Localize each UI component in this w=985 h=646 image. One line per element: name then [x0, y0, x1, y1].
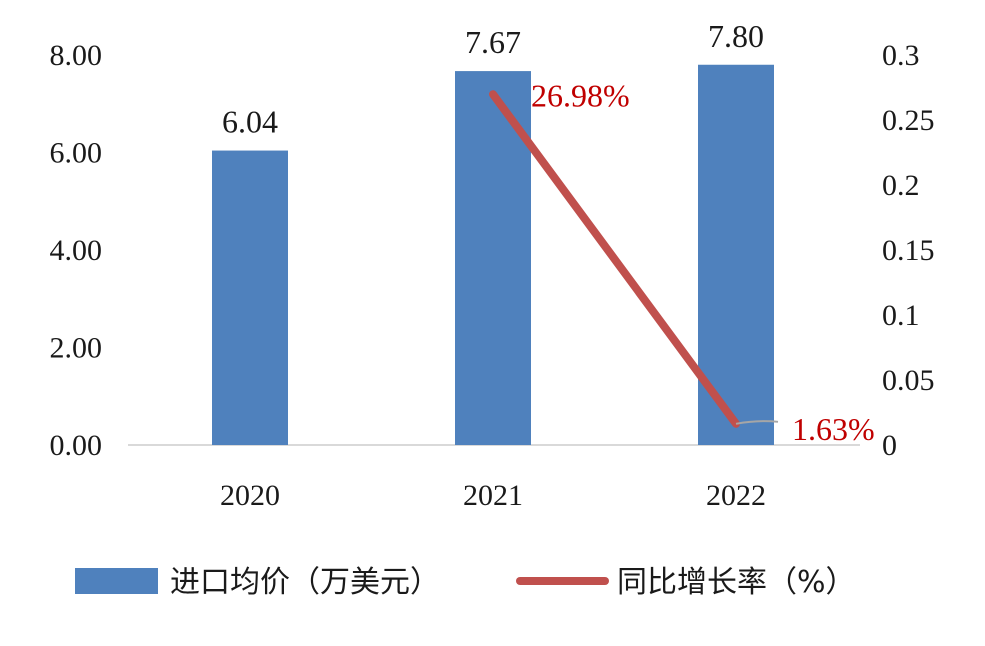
legend: 进口均价（万美元） 同比增长率（%） [75, 565, 856, 600]
y-right-tick-label: 0.15 [882, 234, 935, 267]
y-right-tick-label: 0.25 [882, 104, 935, 137]
y-left-tick-label: 4.00 [50, 234, 103, 267]
legend-bar-swatch [75, 568, 158, 594]
bar-data-label: 7.67 [465, 24, 521, 60]
y-left-tick-label: 2.00 [50, 332, 103, 365]
y-right-tick-label: 0.1 [882, 299, 920, 332]
growth-line [489, 90, 740, 428]
y-left-tick-label: 8.00 [50, 39, 103, 72]
line-data-label: 1.63% [792, 411, 875, 447]
line-data-label: 26.98% [531, 77, 630, 113]
y-right-tick-label: 0 [882, 429, 897, 462]
x-tick-label: 2021 [463, 479, 523, 512]
leader-line [735, 420, 779, 425]
legend-bar-label: 进口均价（万美元） [170, 565, 440, 600]
bar-data-label: 6.04 [222, 104, 278, 140]
line-series: 26.98% 1.63% [489, 77, 875, 447]
y-left-tick-label: 0.00 [50, 429, 103, 462]
bar-series: 6.04 7.67 7.80 [212, 18, 774, 446]
y-right-tick-label: 0.2 [882, 169, 920, 202]
legend-line-label: 同比增长率（%） [617, 565, 856, 600]
x-tick-label: 2022 [706, 479, 766, 512]
x-tick-label: 2020 [220, 479, 280, 512]
x-axis: 2020 2021 2022 [220, 479, 766, 512]
y-right-axis: 0 0.05 0.1 0.15 0.2 0.25 0.3 [882, 39, 935, 462]
y-right-tick-label: 0.3 [882, 39, 920, 72]
y-left-axis: 0.00 2.00 4.00 6.00 8.00 [50, 39, 103, 462]
bar-data-label: 7.80 [708, 18, 764, 54]
y-right-tick-label: 0.05 [882, 364, 935, 397]
y-left-tick-label: 6.00 [50, 137, 103, 170]
bar [212, 150, 288, 446]
bar [698, 64, 774, 445]
